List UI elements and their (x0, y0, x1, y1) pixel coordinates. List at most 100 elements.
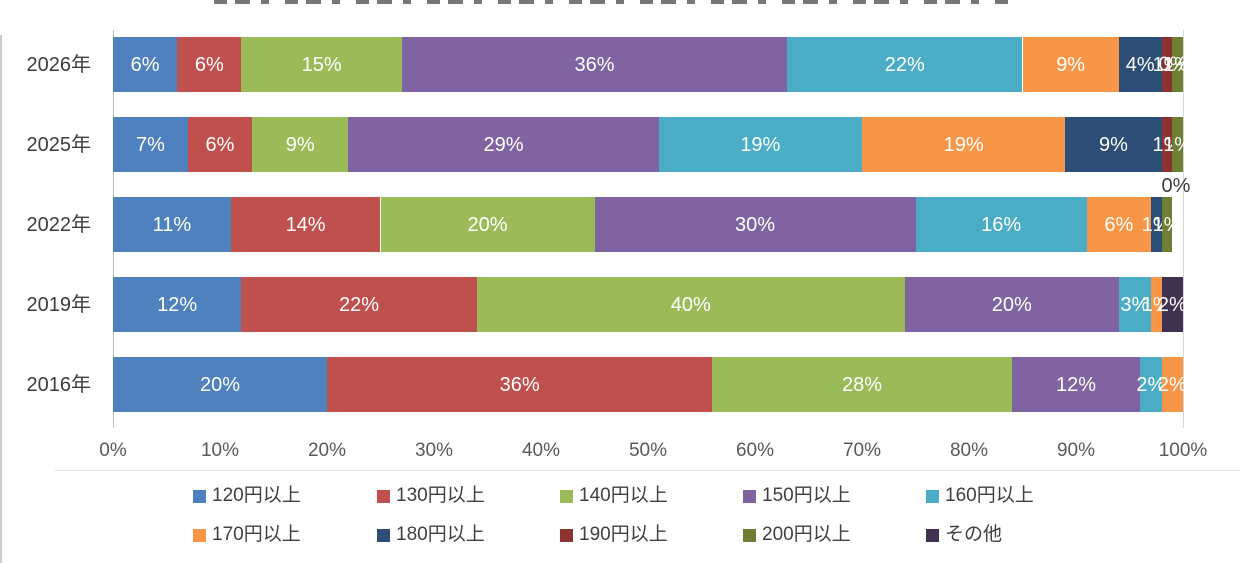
data-label: 15% (301, 53, 342, 76)
bar-segment-120円以上: 11% (113, 197, 231, 252)
legend-item-170円以上: 170円以上 (193, 525, 301, 545)
legend-swatch-icon (377, 489, 390, 503)
legend-item-150円以上: 150円以上 (743, 486, 851, 506)
x-tick-70: 70% (842, 440, 882, 461)
stacked-bar-2026: 6% 6% 15% 36% 22% 9% 4% 1% 1% 0% (113, 37, 1192, 92)
bar-segment-140円以上: 15% (241, 37, 402, 92)
bar-segment-160円以上: 3% (1118, 277, 1151, 332)
bar-segment-170円以上: 9% (1022, 37, 1119, 92)
bar-segment-160円以上: 22% (787, 37, 1023, 92)
legend-swatch-icon (377, 528, 390, 542)
data-label: 9% (285, 133, 315, 156)
stacked-bar-2022: 11% 14% 20% 30% 16% 6% 1% 1% (113, 197, 1183, 252)
data-label: 9% (1056, 53, 1086, 76)
bar-segment-140円以上: 28% (712, 357, 1012, 412)
stacked-bar-2019: 12% 22% 40% 20% 3% 1% 2% (113, 277, 1187, 332)
legend-item-190円以上: 190円以上 (560, 525, 668, 545)
bar-segment-120円以上: 6% (113, 37, 178, 92)
legend-item-160円以上: 160円以上 (926, 486, 1034, 506)
bar-segment-150円以上: 12% (1011, 357, 1141, 412)
data-label: 11% (152, 213, 192, 236)
data-label: 36% (499, 373, 540, 396)
legend-item-130円以上: 130円以上 (377, 486, 485, 506)
data-label: 20% (991, 293, 1032, 316)
data-label: 9% (1098, 133, 1128, 156)
bar-segment-180円以上: 9% (1065, 117, 1162, 172)
bar-segment-120円以上: 20% (113, 357, 327, 412)
gridline-100-percent (1183, 30, 1184, 428)
axis-separator-line (55, 470, 1240, 471)
data-label: 16% (981, 213, 1022, 236)
category-label-2022: 2022年 (26, 213, 92, 236)
legend-swatch-icon (926, 528, 939, 542)
legend-swatch-icon (743, 528, 756, 542)
x-tick-20: 20% (307, 440, 347, 461)
data-label: 40% (670, 293, 711, 316)
x-tick-100: 100% (1158, 440, 1208, 461)
x-tick-30: 30% (414, 440, 454, 461)
legend-label: 160円以上 (945, 485, 1034, 506)
data-label: 20% (199, 373, 241, 396)
bar-segment-130円以上: 36% (327, 357, 713, 412)
legend-label: 200円以上 (762, 524, 851, 545)
bar-segment-150円以上: 29% (348, 117, 659, 172)
legend-label: 150円以上 (762, 485, 851, 506)
category-label-2025: 2025年 (26, 133, 92, 156)
data-label: 30% (734, 213, 776, 236)
left-border-line (0, 35, 2, 563)
data-label: 1% (1152, 213, 1182, 236)
x-tick-50: 50% (628, 440, 668, 461)
zero-data-label: 0% (1158, 53, 1188, 75)
bar-segment-200円以上: 1% (1163, 117, 1192, 172)
bar-segment-160円以上: 2% (1136, 357, 1165, 412)
data-label: 29% (483, 133, 524, 156)
data-label: 7% (135, 133, 165, 156)
legend-item-140円以上: 140円以上 (560, 486, 668, 506)
data-label: 19% (740, 133, 781, 156)
legend-swatch-icon (193, 528, 206, 542)
legend-item-180円以上: 180円以上 (377, 525, 485, 545)
data-label: 6% (194, 53, 224, 76)
bar-segment-180円以上: 4% (1118, 37, 1162, 92)
data-label: 12% (1055, 373, 1096, 396)
stacked-bar-2016: 20% 36% 28% 12% 2% 2% (113, 357, 1187, 412)
bar-segment-200円以上: 1% (1152, 197, 1181, 252)
x-tick-10: 10% (200, 440, 240, 461)
x-tick-0: 0% (99, 440, 127, 461)
x-tick-80: 80% (949, 440, 989, 461)
bar-segment-130円以上: 14% (230, 197, 381, 252)
data-label: 14% (285, 213, 326, 236)
data-label: 22% (339, 293, 380, 316)
bar-segment-160円以上: 16% (915, 197, 1087, 252)
category-label-2026: 2026年 (26, 53, 92, 76)
legend-item-その他: その他 (926, 525, 1002, 545)
legend-label: 190円以上 (579, 524, 668, 545)
legend-swatch-icon (743, 489, 756, 503)
data-label: 19% (943, 133, 984, 156)
data-label: 1% (1163, 133, 1193, 156)
data-label: 6% (130, 53, 160, 76)
bar-segment-130円以上: 6% (177, 37, 242, 92)
legend-swatch-icon (926, 489, 939, 503)
bar-segment-140円以上: 9% (252, 117, 349, 172)
data-label: 28% (841, 373, 882, 396)
clipped-title-fragment (214, 0, 1010, 4)
bar-segment-120円以上: 7% (113, 117, 188, 172)
legend-label: 170円以上 (212, 524, 301, 545)
data-label: 22% (884, 53, 925, 76)
legend-swatch-icon (193, 489, 206, 503)
category-label-2016: 2016年 (26, 373, 92, 396)
data-label: 2% (1157, 293, 1187, 316)
bar-segment-150円以上: 30% (594, 197, 916, 252)
legend-item-120円以上: 120円以上 (193, 486, 301, 506)
legend-swatch-icon (560, 489, 573, 503)
legend-label: その他 (945, 524, 1003, 545)
stacked-bar-2025: 7% 6% 9% 29% 19% 19% 9% 1% 1% 0% (113, 117, 1192, 197)
data-label: 36% (574, 53, 615, 76)
bar-segment-120円以上: 12% (113, 277, 242, 332)
data-label: 6% (205, 133, 235, 156)
data-label: 3% (1120, 293, 1150, 316)
bar-segment-140円以上: 40% (476, 277, 905, 332)
data-label: 2% (1136, 373, 1166, 396)
